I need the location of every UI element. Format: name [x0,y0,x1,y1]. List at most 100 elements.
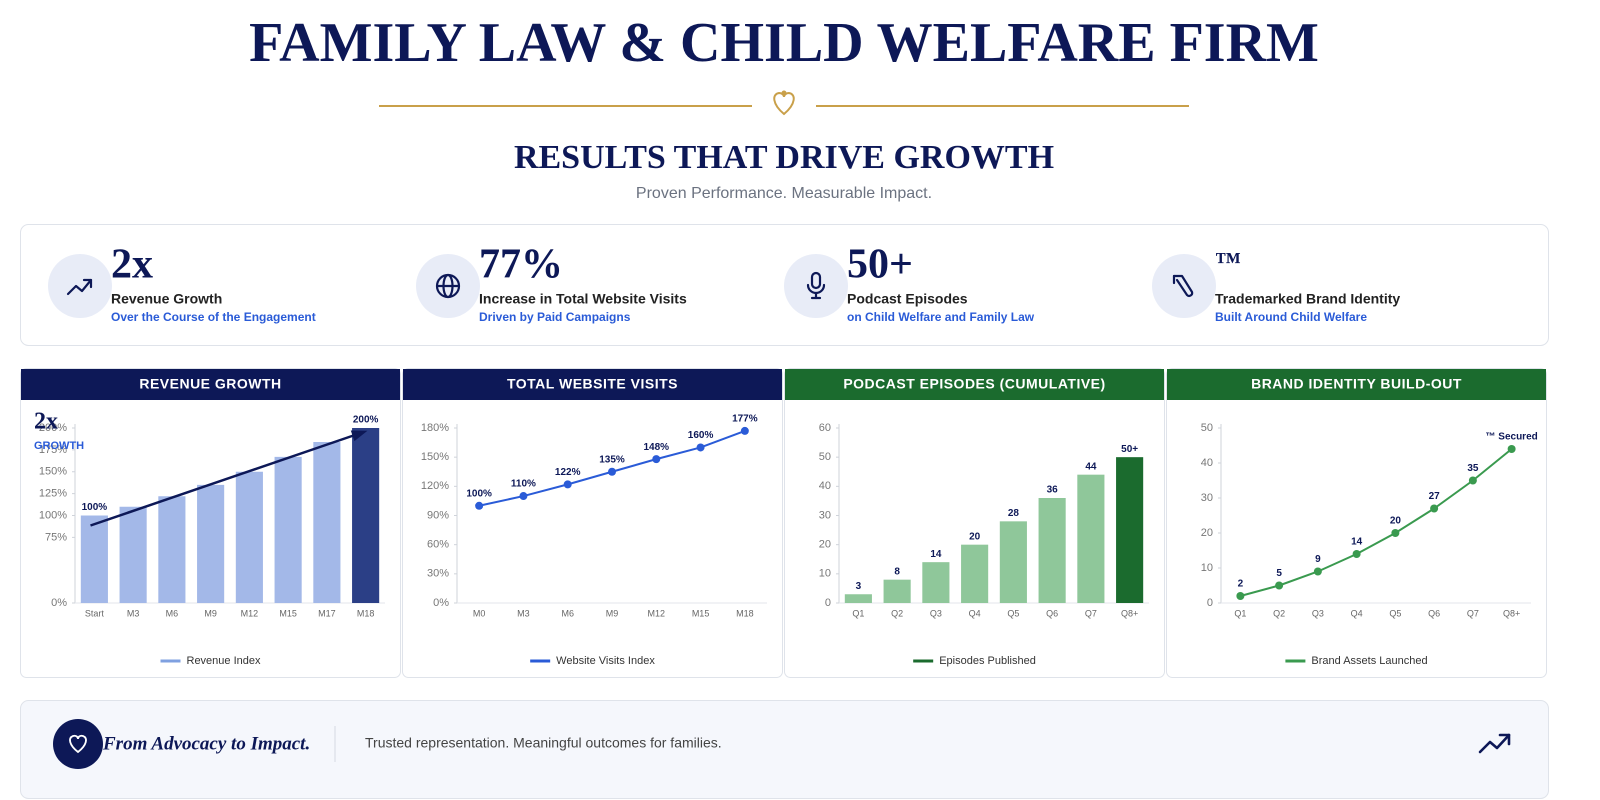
bar [883,579,911,603]
value-label: 200% [353,415,379,426]
point [1352,550,1361,558]
value-label: 14 [1351,537,1363,548]
x-tick-label: M3 [127,608,140,618]
point [1468,476,1477,485]
y-tick-label: 0 [1207,597,1213,609]
y-tick-label: 50 [819,451,831,463]
stat: 77% Increase in Total Website Visits Dri… [416,242,687,324]
x-tick-label: M15 [279,608,297,618]
stat-value: 50+ [847,242,913,288]
y-tick-label: 10 [819,568,831,580]
y-tick-label: 120% [421,480,449,492]
value-label: 50+ [1121,444,1138,455]
value-label: ™ Secured [1486,432,1538,443]
chart-panel: REVENUE GROWTH 0% 75% 100% 125% 150% 175% 200% S… [20,368,401,678]
x-tick-label: M17 [318,608,336,618]
point [740,426,749,435]
x-tick-label: Q2 [1273,608,1285,618]
value-label: 14 [930,549,942,560]
x-tick-label: Q6 [1046,608,1058,618]
bar [313,442,341,603]
x-tick-label: Q3 [930,608,942,618]
legend-label: Episodes Published [939,655,1036,667]
page-title: FAMILY LAW & CHILD WELFARE FIRM [249,12,1319,74]
x-tick-label: Q4 [969,608,981,618]
trend-arrow [90,430,365,527]
value-label: 177% [732,414,758,425]
stat-label: Revenue Growth [111,291,222,307]
x-tick-label: Q5 [1007,608,1019,618]
bar [352,428,380,603]
stat-value: 77% [479,242,563,288]
y-tick-label: 125% [39,488,67,500]
value-label: 2 [1238,579,1244,590]
value-label: 8 [894,566,900,577]
heart-icon [773,91,795,116]
value-label: 27 [1429,491,1441,502]
value-label: 135% [599,454,625,465]
panel-bg [402,368,783,678]
point [696,443,705,452]
bar [961,544,989,603]
tagline: Proven Performance. Measurable Impact. [636,185,932,202]
y-tick-label: 50 [1201,422,1213,434]
value-label: 3 [856,581,862,592]
y-tick-label: 40 [819,480,831,492]
value-label: 44 [1085,461,1097,472]
value-label: 122% [555,467,581,478]
stat-label: Podcast Episodes [847,291,968,307]
x-tick-label: M12 [648,608,666,618]
bar [80,515,108,603]
legend-label: Revenue Index [187,655,261,667]
stat-sublabel: Built Around Child Welfare [1215,310,1367,324]
y-tick-label: 60 [819,422,831,434]
point [1391,529,1400,537]
x-tick-label: M9 [606,608,619,618]
value-label: 28 [1008,508,1020,519]
value-label: 100% [466,488,492,499]
footer-trend-icon [1478,733,1511,754]
point [1507,445,1516,453]
panel-bg [784,368,1165,678]
x-tick-label: Q1 [1234,608,1246,618]
point [563,480,572,489]
heart-dot [781,90,787,96]
trend-icon [66,278,93,296]
value-label: 148% [643,442,669,453]
annotation: 2x [34,409,58,435]
legend: Revenue Index [160,655,261,667]
panel-header [1167,369,1546,400]
charts: REVENUE GROWTH0%75%100%125%150%175%200%S… [20,368,1547,678]
y-tick-label: 40 [1201,457,1213,469]
y-tick-label: 30 [1201,492,1213,504]
footer-text: Trusted representation. Meaningful outco… [365,735,722,751]
x-tick-label: Q8+ [1503,608,1520,618]
stat-sublabel: Over the Course of the Engagement [111,310,316,324]
chart-panel: PODCAST EPISODES (CUMULATIVE) 0 10 20 30 40 50… [784,368,1165,678]
x-tick-label: Q5 [1389,608,1401,618]
y-tick-label: 180% [421,422,449,434]
x-tick-label: Q1 [852,608,864,618]
x-tick-label: Q8+ [1121,608,1138,618]
stat-icon-bg [48,254,112,318]
y-tick-label: 60% [427,539,449,551]
x-tick-label: M6 [561,608,574,618]
y-tick-label: 90% [427,509,449,521]
x-tick-label: M18 [736,608,754,618]
stat-label: Trademarked Brand Identity [1215,291,1400,307]
y-tick-label: 75% [45,531,67,543]
bar [197,484,225,603]
legend-label: Brand Assets Launched [1311,655,1427,667]
stat: 50+ Podcast Episodes on Child Welfare an… [784,242,1035,324]
point [652,455,661,464]
chart-panel: BRAND IDENTITY BUILD-OUT 0 10 20 30 40 50 Q1 Q2 Q… [1166,368,1547,678]
y-tick-label: 100% [39,509,67,521]
line [1240,448,1513,597]
value-label: 36 [1047,485,1059,496]
x-tick-label: Q3 [1312,608,1324,618]
y-tick-label: 150% [39,466,67,478]
stat: ™ Trademarked Brand Identity Built Aroun… [1152,247,1400,324]
x-tick-label: Q7 [1085,608,1097,618]
y-tick-label: 200% [39,422,67,434]
value-label: 5 [1276,568,1282,579]
